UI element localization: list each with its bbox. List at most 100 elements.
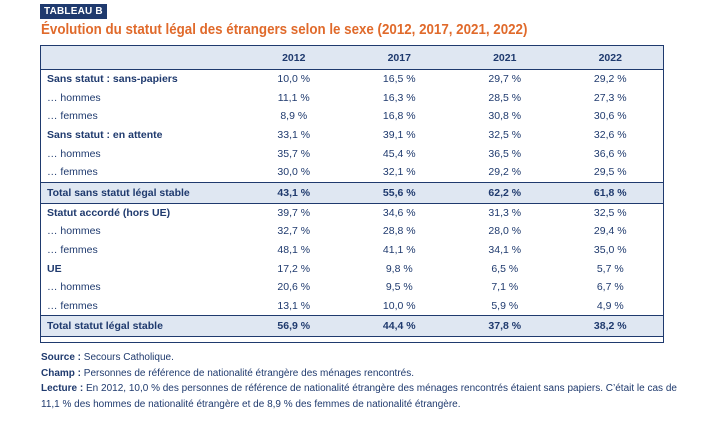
value-cell: 6,7 %	[596, 281, 624, 294]
value-cell: 34,6 %	[382, 206, 416, 219]
value-cell: 35,7 %	[277, 147, 311, 160]
header-cell-2012: 2012	[241, 46, 347, 70]
row-label: Statut accordé (hors UE)	[47, 206, 171, 219]
row-label: … femmes	[47, 166, 98, 179]
value-cell: 6,5 %	[491, 262, 519, 275]
row-label: … hommes	[47, 281, 101, 294]
value-cell: 30,8 %	[488, 110, 522, 123]
table-row: … hommes 11,1 % 16,3 % 28,5 % 27,3 %	[41, 89, 663, 108]
value-cell: 28,5 %	[488, 91, 522, 104]
value-cell: 16,3 %	[382, 91, 416, 104]
row-label: Sans statut : en attente	[47, 129, 163, 142]
total-row: Total sans statut légal stable 43,1 % 55,6…	[41, 181, 663, 204]
value-cell: 5,7 %	[596, 262, 624, 275]
value-cell: 43,1 %	[241, 181, 347, 204]
table-notes: Source : Secours Catholique. Champ : Per…	[41, 350, 681, 412]
row-label: … hommes	[47, 91, 101, 104]
value-cell: 36,6 %	[593, 147, 627, 160]
row-label: … femmes	[47, 299, 98, 312]
table-row: Statut accordé (hors UE) 39,7 % 34,6 % 31,3…	[41, 203, 663, 222]
value-cell: 56,9 %	[241, 315, 347, 338]
value-cell: 48,1 %	[277, 244, 311, 257]
value-cell: 13,1 %	[277, 299, 311, 312]
value-cell: 29,2 %	[593, 73, 627, 86]
value-cell: 32,7 %	[277, 225, 311, 238]
data-table-frame: 2012 2017 2021 2022 Sans statut : sans-p…	[40, 45, 664, 343]
header-cell-label	[41, 46, 241, 70]
value-cell: 37,8 %	[452, 315, 558, 338]
row-label: Total statut légal stable	[41, 315, 241, 338]
table-row: … hommes 35,7 % 45,4 % 36,5 % 36,6 %	[41, 144, 663, 163]
value-cell: 36,5 %	[488, 147, 522, 160]
table-title: Évolution du statut légal des étrangers …	[41, 22, 528, 38]
value-cell: 62,2 %	[452, 181, 558, 204]
value-cell: 41,1 %	[382, 244, 416, 257]
champ-note: Champ : Personnes de référence de nation…	[41, 366, 681, 382]
value-cell: 5,9 %	[491, 299, 519, 312]
value-cell: 35,0 %	[593, 244, 627, 257]
value-cell: 44,4 %	[346, 315, 452, 338]
value-cell: 28,0 %	[488, 225, 522, 238]
source-note: Source : Secours Catholique.	[41, 350, 681, 366]
row-label: UE	[47, 262, 62, 275]
table-row: Sans statut : en attente 33,1 % 39,1 % 32,5…	[41, 126, 663, 145]
value-cell: 31,3 %	[488, 206, 522, 219]
value-cell: 39,7 %	[277, 206, 311, 219]
value-cell: 30,6 %	[593, 110, 627, 123]
value-cell: 28,8 %	[382, 225, 416, 238]
champ-label: Champ :	[41, 367, 81, 379]
value-cell: 8,9 %	[280, 110, 308, 123]
value-cell: 10,0 %	[382, 299, 416, 312]
table-body: Sans statut : sans-papiers 10,0 % 16,5 % 29…	[41, 70, 663, 338]
table-row: UE 17,2 % 9,8 % 6,5 % 5,7 %	[41, 259, 663, 278]
value-cell: 10,0 %	[277, 73, 311, 86]
value-cell: 33,1 %	[277, 129, 311, 142]
value-cell: 45,4 %	[382, 147, 416, 160]
row-label: … hommes	[47, 147, 101, 160]
table-row: Sans statut : sans-papiers 10,0 % 16,5 % 29…	[41, 70, 663, 89]
value-cell: 9,8 %	[385, 262, 413, 275]
value-cell: 34,1 %	[488, 244, 522, 257]
value-cell: 16,8 %	[382, 110, 416, 123]
value-cell: 4,9 %	[596, 299, 624, 312]
table-tag: TABLEAU B	[40, 4, 107, 19]
source-label: Source :	[41, 352, 82, 363]
value-cell: 27,3 %	[593, 91, 627, 104]
table-row: … hommes 20,6 % 9,5 % 7,1 % 6,7 %	[41, 278, 663, 297]
lecture-note: Lecture : En 2012, 10,0 % des personnes …	[41, 381, 681, 412]
header-cell-2021: 2021	[452, 46, 558, 70]
value-cell: 29,5 %	[593, 166, 627, 179]
value-cell: 30,0 %	[277, 166, 311, 179]
row-label: … femmes	[47, 110, 98, 123]
value-cell: 32,6 %	[593, 129, 627, 142]
header-cell-2017: 2017	[346, 46, 452, 70]
source-text: Secours Catholique.	[81, 352, 174, 363]
row-label: Total sans statut légal stable	[41, 181, 241, 204]
value-cell: 32,1 %	[382, 166, 416, 179]
value-cell: 17,2 %	[277, 262, 311, 275]
lecture-text: En 2012, 10,0 % des personnes de référen…	[41, 383, 677, 410]
value-cell: 55,6 %	[346, 181, 452, 204]
header-cell-2022: 2022	[557, 46, 663, 70]
value-cell: 29,4 %	[593, 225, 627, 238]
value-cell: 11,1 %	[277, 91, 310, 104]
value-cell: 16,5 %	[382, 73, 416, 86]
row-label: … femmes	[47, 244, 98, 257]
row-label: Sans statut : sans-papiers	[47, 73, 178, 86]
table-row: … femmes 13,1 % 10,0 % 5,9 % 4,9 %	[41, 297, 663, 316]
data-table: 2012 2017 2021 2022 Sans statut : sans-p…	[41, 46, 663, 338]
value-cell: 20,6 %	[277, 281, 311, 294]
table-row: … femmes 8,9 % 16,8 % 30,8 % 30,6 %	[41, 107, 663, 126]
table-row: … femmes 48,1 % 41,1 % 34,1 % 35,0 %	[41, 241, 663, 260]
table-row: … femmes 30,0 % 32,1 % 29,2 % 29,5 %	[41, 163, 663, 182]
lecture-label: Lecture :	[41, 383, 84, 394]
value-cell: 29,7 %	[488, 73, 522, 86]
value-cell: 61,8 %	[557, 181, 663, 204]
champ-text: Personnes de référence de nationalité ét…	[81, 367, 414, 379]
value-cell: 32,5 %	[593, 206, 627, 219]
header-row: 2012 2017 2021 2022	[41, 46, 663, 70]
value-cell: 29,2 %	[488, 166, 522, 179]
total-row: Total statut légal stable 56,9 % 44,4 % 37,…	[41, 315, 663, 338]
value-cell: 39,1 %	[382, 129, 416, 142]
value-cell: 38,2 %	[557, 315, 663, 338]
